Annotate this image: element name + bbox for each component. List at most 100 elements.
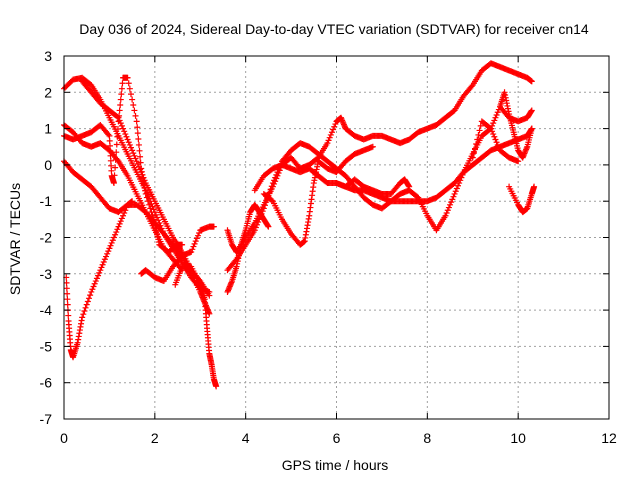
data-point-interp bbox=[121, 209, 128, 216]
data-point-interp bbox=[135, 141, 142, 148]
y-tick-label: -7 bbox=[40, 411, 53, 427]
data-point-interp bbox=[445, 204, 452, 211]
data-point bbox=[251, 227, 258, 234]
y-tick-label: -6 bbox=[40, 375, 53, 391]
data-point-interp bbox=[127, 144, 134, 151]
data-point-interp bbox=[493, 111, 500, 118]
data-point-interp bbox=[112, 164, 119, 171]
data-point bbox=[528, 125, 535, 132]
y-tick-label: -4 bbox=[40, 302, 53, 318]
data-point-interp bbox=[123, 133, 130, 140]
data-point bbox=[451, 190, 458, 197]
data-point-interp bbox=[92, 278, 99, 285]
data-point bbox=[115, 223, 122, 230]
data-point-interp bbox=[452, 188, 459, 195]
y-axis-label: SDTVAR / TECUs bbox=[7, 183, 23, 295]
data-point-interp bbox=[475, 131, 482, 138]
x-axis-label: GPS time / hours bbox=[282, 457, 389, 473]
data-point bbox=[265, 223, 272, 230]
data-point-interp bbox=[453, 185, 460, 192]
data-point bbox=[515, 158, 522, 165]
data-point-interp bbox=[82, 304, 89, 311]
data-point-interp bbox=[125, 139, 132, 146]
x-tick-label: 12 bbox=[601, 430, 617, 446]
data-point-interp bbox=[110, 234, 117, 241]
data-point-interp bbox=[131, 107, 138, 114]
data-point-interp bbox=[473, 141, 480, 148]
y-tick-label: 3 bbox=[44, 48, 52, 64]
data-point-interp bbox=[116, 107, 123, 114]
data-point-interp bbox=[492, 136, 499, 143]
data-point-interp bbox=[113, 149, 120, 156]
data-point bbox=[369, 143, 376, 150]
data-point-interp bbox=[476, 127, 483, 134]
data-point-interp bbox=[268, 197, 275, 204]
data-point-interp bbox=[116, 220, 123, 227]
data-point-interp bbox=[325, 137, 332, 144]
data-point-interp bbox=[331, 123, 338, 130]
data-point-interp bbox=[126, 85, 133, 92]
data-point bbox=[129, 198, 136, 205]
data-point-interp bbox=[155, 217, 162, 224]
grid bbox=[64, 56, 609, 419]
data-point-interp bbox=[271, 177, 278, 184]
y-tick-label: 1 bbox=[44, 121, 52, 137]
data-point-interp bbox=[112, 156, 119, 163]
data-point-interp bbox=[261, 202, 268, 209]
data-point-interp bbox=[116, 112, 123, 119]
data-point bbox=[106, 245, 113, 252]
data-point-interp bbox=[85, 295, 92, 302]
x-tick-label: 10 bbox=[510, 430, 526, 446]
data-point-interp bbox=[120, 212, 127, 219]
data-point-interp bbox=[257, 213, 264, 220]
data-point-interp bbox=[129, 96, 136, 103]
data-point-interp bbox=[89, 286, 96, 293]
series-9 bbox=[224, 60, 535, 256]
data-point bbox=[133, 158, 140, 165]
data-point-interp bbox=[90, 283, 97, 290]
data-point-interp bbox=[326, 134, 333, 141]
data-point-interp bbox=[273, 171, 280, 178]
data-point-interp bbox=[468, 83, 475, 90]
data-point-interp bbox=[118, 85, 125, 92]
data-point bbox=[206, 292, 213, 299]
data-point-interp bbox=[114, 226, 121, 233]
data-point bbox=[79, 314, 86, 321]
data-point-interp bbox=[472, 145, 479, 152]
data-point bbox=[528, 107, 535, 114]
data-point-interp bbox=[492, 114, 499, 121]
series-5 bbox=[63, 198, 136, 361]
data-point-interp bbox=[489, 128, 496, 135]
data-point bbox=[528, 78, 535, 85]
data-point-interp bbox=[87, 292, 94, 299]
data-point-interp bbox=[135, 136, 142, 143]
data-point-interp bbox=[486, 124, 493, 131]
y-tick-label: -3 bbox=[40, 266, 53, 282]
data-point-interp bbox=[119, 80, 126, 87]
data-point bbox=[142, 190, 149, 197]
data-point-interp bbox=[147, 205, 154, 212]
data-point-interp bbox=[64, 290, 71, 297]
data-point-interp bbox=[120, 125, 127, 132]
series-7 bbox=[172, 263, 220, 390]
data-point-interp bbox=[100, 259, 107, 266]
data-point-interp bbox=[267, 186, 274, 193]
data-point-interp bbox=[266, 189, 273, 196]
data-point bbox=[110, 180, 117, 187]
data-point-interp bbox=[105, 131, 112, 138]
y-tick-label: -1 bbox=[40, 193, 53, 209]
data-point-interp bbox=[268, 183, 275, 190]
data-point-interp bbox=[107, 242, 114, 249]
data-point-interp bbox=[127, 91, 134, 98]
data-point-interp bbox=[108, 239, 115, 246]
data-point-interp bbox=[63, 279, 70, 286]
series-11 bbox=[260, 143, 376, 248]
data-point-interp bbox=[91, 280, 98, 287]
data-point-interp bbox=[495, 144, 502, 151]
data-point-interp bbox=[332, 121, 339, 128]
series-15 bbox=[497, 89, 535, 161]
data-point bbox=[487, 125, 494, 132]
data-point-interp bbox=[232, 257, 239, 264]
